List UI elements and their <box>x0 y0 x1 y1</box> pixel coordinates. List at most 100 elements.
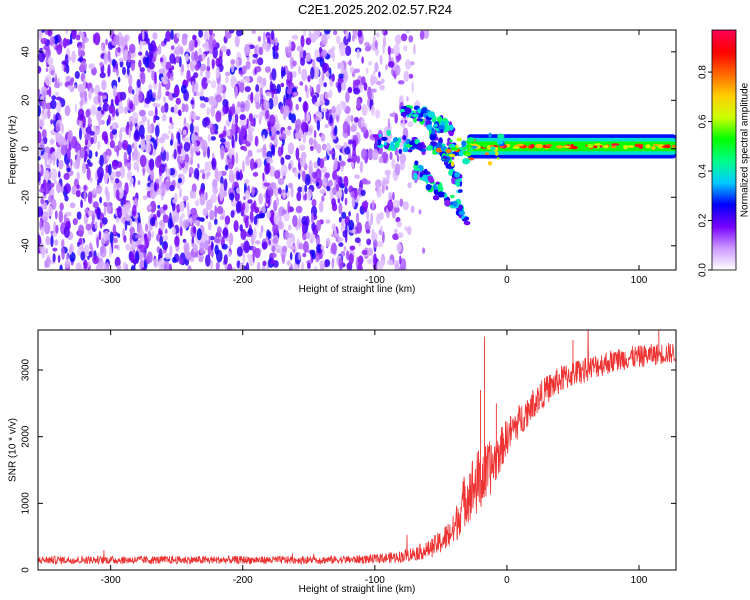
noise-speckle <box>244 190 250 200</box>
x-tick-label: -300 <box>101 275 121 286</box>
noise-speckle <box>158 164 163 177</box>
noise-speckle <box>93 124 96 132</box>
noise-speckle <box>247 228 254 236</box>
noise-speckle <box>114 178 120 184</box>
noise-speckle <box>150 217 156 227</box>
noise-speckle <box>345 91 350 103</box>
noise-speckle <box>254 44 261 56</box>
noise-speckle <box>128 43 136 54</box>
plot-background <box>38 330 676 570</box>
x-tick-label: 0 <box>504 275 510 286</box>
noise-speckle <box>343 175 349 188</box>
noise-speckle <box>330 233 338 238</box>
noise-speckle <box>304 184 308 193</box>
noise-speckle <box>100 110 105 115</box>
noise-speckle <box>285 184 289 194</box>
noise-speckle <box>146 251 153 264</box>
noise-speckle <box>191 80 195 93</box>
branch-mark <box>429 132 437 141</box>
noise-speckle <box>132 258 139 265</box>
noise-speckle <box>222 130 227 137</box>
noise-speckle <box>377 240 384 248</box>
noise-speckle <box>262 172 265 182</box>
noise-speckle <box>63 172 70 181</box>
noise-speckle <box>288 112 292 121</box>
noise-speckle <box>339 45 346 57</box>
noise-speckle <box>297 172 301 180</box>
noise-speckle <box>149 51 152 64</box>
noise-speckle <box>129 226 135 235</box>
noise-speckle <box>182 195 189 202</box>
noise-speckle <box>61 63 65 71</box>
band-peak <box>627 145 635 148</box>
noise-speckle <box>189 216 193 226</box>
noise-speckle <box>206 79 211 84</box>
noise-speckle <box>201 77 208 90</box>
noise-speckle <box>133 162 140 168</box>
noise-speckle <box>387 45 391 56</box>
branch-mark <box>425 184 432 191</box>
noise-speckle <box>177 177 182 184</box>
noise-speckle <box>58 210 64 223</box>
noise-speckle <box>140 71 146 85</box>
noise-speckle <box>223 178 228 191</box>
noise-speckle <box>393 43 400 56</box>
noise-speckle <box>181 103 186 113</box>
noise-speckle <box>287 201 291 214</box>
noise-speckle <box>50 138 54 146</box>
band-peak <box>611 143 620 146</box>
noise-speckle <box>80 32 85 39</box>
noise-speckle <box>255 65 262 73</box>
noise-speckle <box>194 115 201 121</box>
noise-speckle <box>316 244 321 253</box>
noise-speckle <box>171 227 176 236</box>
noise-speckle <box>57 254 61 263</box>
noise-speckle <box>272 237 278 244</box>
noise-speckle <box>236 187 241 194</box>
noise-speckle <box>199 69 203 77</box>
noise-speckle <box>302 101 309 113</box>
noise-speckle <box>207 146 210 159</box>
noise-speckle <box>309 238 313 244</box>
noise-speckle <box>125 35 128 46</box>
noise-speckle <box>115 124 119 129</box>
noise-speckle <box>138 124 145 138</box>
noise-speckle <box>168 168 171 175</box>
noise-speckle <box>387 118 391 130</box>
noise-speckle <box>209 209 215 221</box>
noise-speckle <box>351 191 355 199</box>
noise-speckle <box>79 119 83 129</box>
noise-speckle <box>136 78 141 88</box>
noise-speckle <box>286 70 291 81</box>
noise-speckle <box>411 81 415 93</box>
cluster-mark <box>445 148 452 154</box>
noise-speckle <box>51 95 57 101</box>
colorbar-tick-label: 0.2 <box>698 213 709 227</box>
noise-speckle <box>262 143 267 157</box>
noise-speckle <box>242 251 246 264</box>
noise-speckle <box>335 104 342 117</box>
noise-speckle <box>91 104 97 116</box>
noise-speckle <box>391 158 396 169</box>
branch-mark <box>402 146 409 153</box>
noise-speckle <box>281 209 287 215</box>
cluster-mark <box>450 161 455 167</box>
noise-speckle <box>367 247 373 256</box>
noise-speckle <box>265 109 270 120</box>
noise-speckle <box>257 57 264 66</box>
noise-speckle <box>110 171 117 179</box>
noise-speckle <box>354 174 360 179</box>
noise-speckle <box>348 253 354 265</box>
x-axis-label: Height of straight line (km) <box>299 284 416 295</box>
noise-speckle <box>243 146 248 152</box>
noise-speckle <box>184 53 189 62</box>
noise-speckle <box>182 238 187 243</box>
noise-speckle <box>119 91 127 101</box>
noise-speckle <box>296 45 304 52</box>
noise-speckle <box>120 165 125 179</box>
noise-speckle <box>154 71 157 85</box>
noise-speckle <box>173 141 178 150</box>
noise-speckle <box>206 107 211 116</box>
noise-speckle <box>162 204 168 211</box>
